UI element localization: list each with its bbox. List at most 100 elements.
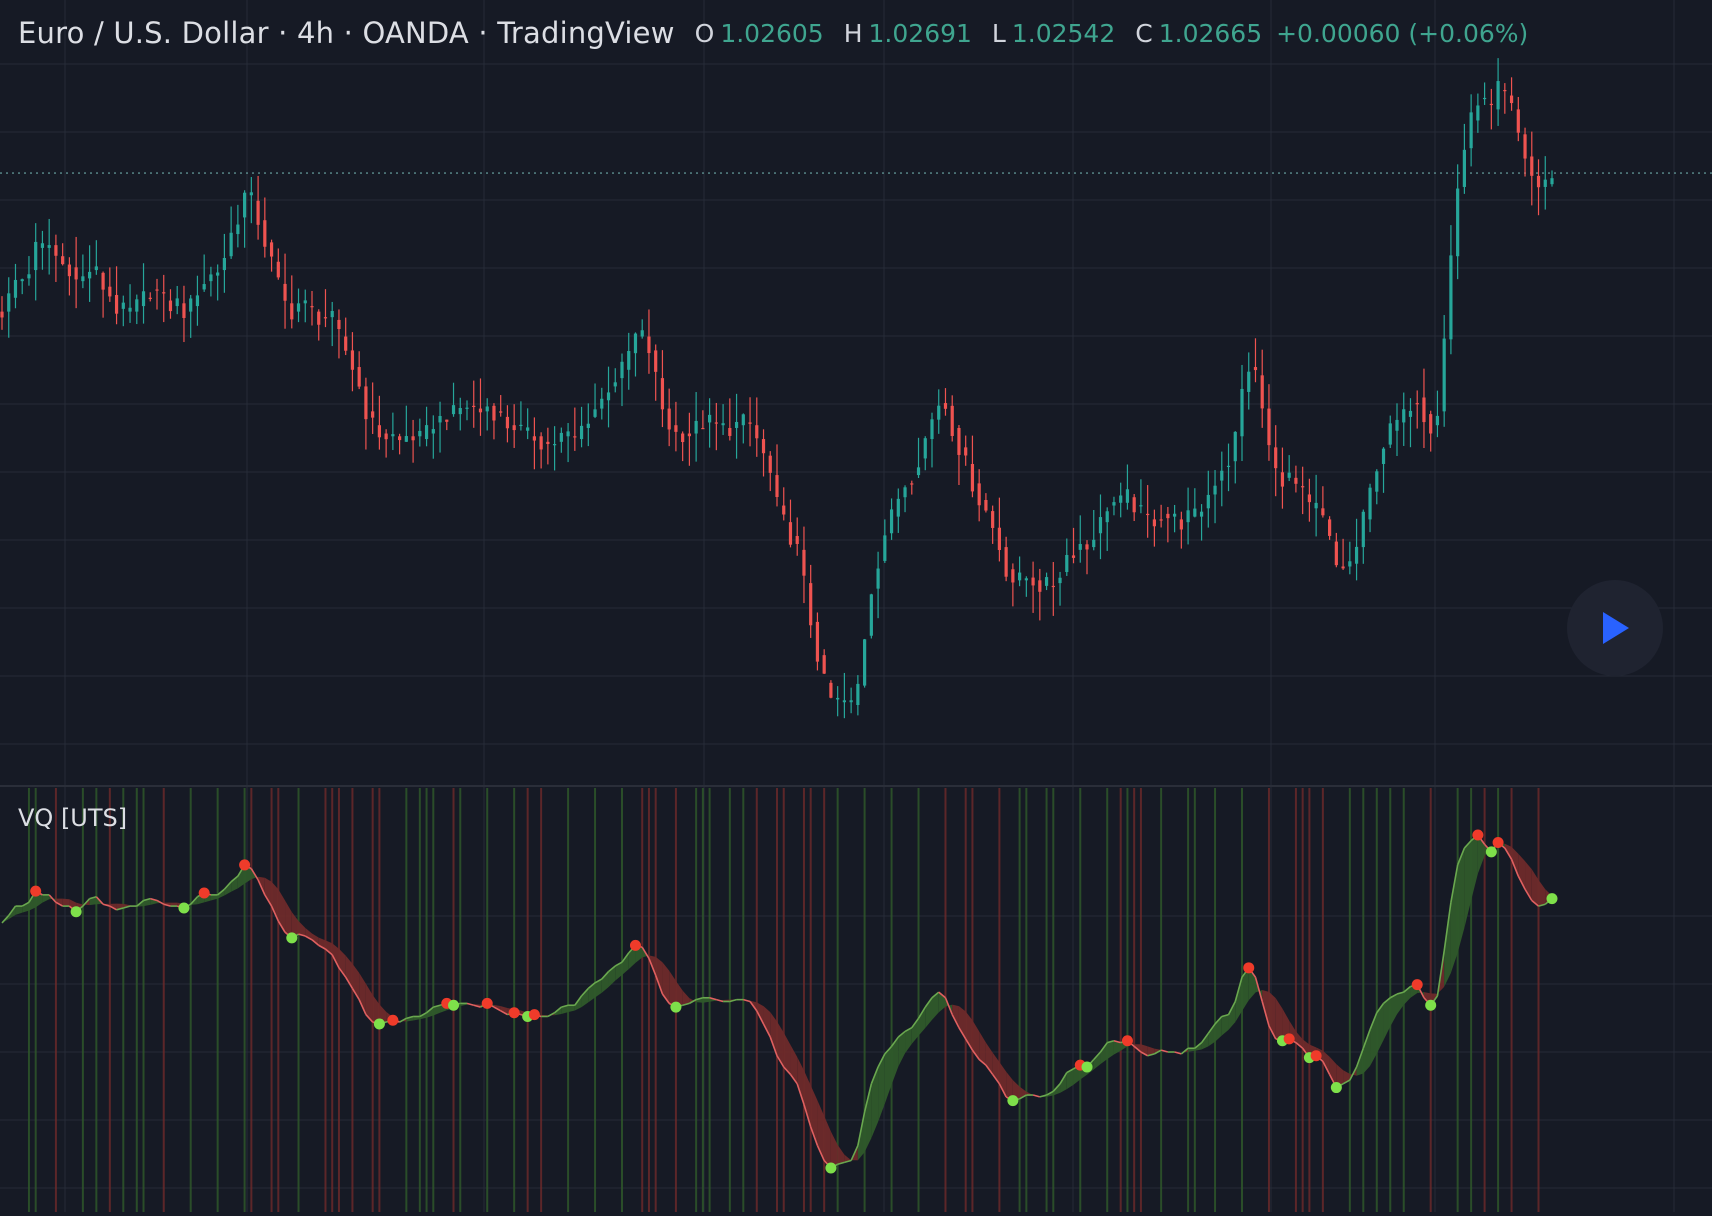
candle-body [917,467,920,475]
ohlc-close: C 1.02665 [1135,19,1262,48]
candle-body [627,351,630,370]
candle-body [310,306,313,307]
candle-body [620,362,623,378]
candle-body [472,406,475,407]
candle-body [978,483,981,505]
candle-body [600,399,603,409]
candle-body [951,406,954,436]
candle-body [647,337,650,354]
candle-body [27,274,30,278]
candle-body [445,420,448,422]
candle-body [1321,508,1324,515]
candle-body [411,436,414,440]
candle-body [1173,514,1176,517]
ohlc-high: H 1.02691 [844,19,972,48]
candle-body [162,292,165,293]
candle-body [1348,561,1351,566]
candle-body [876,569,879,589]
candle-body [391,434,394,436]
candle-body [560,433,563,442]
candle-body [506,417,509,428]
sell-signal-dot [387,1015,398,1026]
candle-body [1436,416,1439,425]
candle-body [1085,544,1088,549]
indicator-title[interactable]: VQ [UTS] [18,804,127,832]
candle-body [1301,486,1304,487]
candle-body [176,298,179,306]
candle-body [236,225,239,235]
low-label: L [992,19,1006,48]
candle-body [283,284,286,301]
candle-body [250,192,253,195]
candle-body [641,330,644,336]
candle-body [748,422,751,423]
candle-body [486,406,489,411]
candle-body [816,622,819,662]
candle-body [364,386,367,419]
candle-body [695,421,698,434]
candle-body [1517,109,1520,132]
candle-body [728,428,731,436]
candle-body [533,436,536,440]
sell-signal-dot [1284,1033,1295,1044]
candle-body [1106,511,1109,522]
ohlc-open: O 1.02605 [695,19,824,48]
candle-body [1160,519,1163,520]
sell-signal-dot [30,886,41,897]
candle-body [681,434,684,443]
candle-body [1213,486,1216,495]
candle-body [1449,255,1452,339]
candle-body [317,312,320,325]
candle-body [1193,509,1196,517]
candle-body [155,289,158,290]
candle-body [566,431,569,436]
candle-body [1227,466,1230,467]
candle-body [1470,112,1473,148]
candle-body [68,265,71,277]
candle-body [344,337,347,351]
candle-body [492,406,495,421]
candle-body [688,434,691,437]
candle-body [115,295,118,314]
low-value: 1.02542 [1012,19,1115,48]
candle-body [432,429,435,433]
buy-signal-dot [1547,893,1558,904]
candle-body [742,414,745,425]
buy-signal-dot [1425,1000,1436,1011]
candle-body [897,499,900,517]
candle-body [843,700,846,702]
candle-body [1031,578,1034,586]
candle-body [668,409,671,430]
candle-body [1335,542,1338,566]
candle-body [1523,134,1526,158]
candle-body [1368,488,1371,520]
candle-body [802,550,805,576]
candle-body [735,422,738,428]
play-icon [1595,608,1635,648]
candle-body [1288,473,1291,478]
sell-signal-dot [199,887,210,898]
candle-body [957,428,960,455]
candle-body [614,382,617,386]
candle-body [14,280,17,298]
candle-body [984,500,987,511]
symbol-title[interactable]: Euro / U.S. Dollar · 4h · OANDA · Tradin… [18,16,675,50]
candle-body [203,284,206,289]
candle-body [438,416,441,422]
candle-body [223,258,226,270]
candle-body [519,425,522,426]
candle-body [1234,432,1237,461]
vq-band-segment [63,899,70,906]
candle-body [1443,339,1446,412]
replay-button[interactable] [1567,580,1663,676]
candle-body [54,245,57,256]
candle-body [1341,566,1344,568]
buy-signal-dot [670,1002,681,1013]
candle-body [142,291,145,306]
candle-body [1496,81,1499,109]
symbol-legend: Euro / U.S. Dollar · 4h · OANDA · Tradin… [18,10,1528,56]
candle-body [418,431,421,436]
